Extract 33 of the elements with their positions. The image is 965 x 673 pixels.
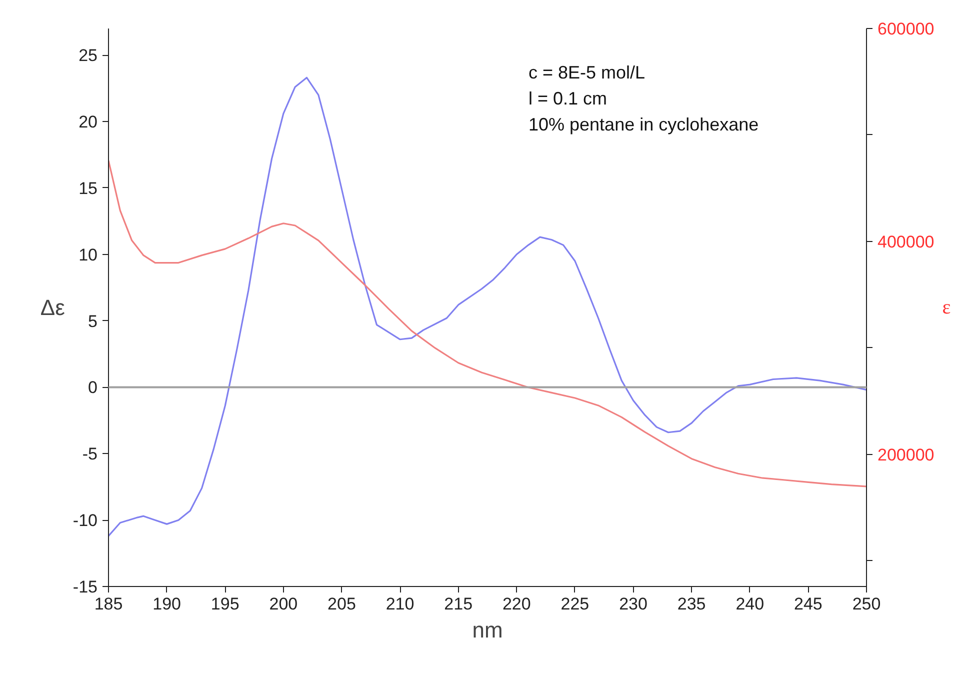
- y-tick-label: -5: [82, 444, 98, 464]
- y-tick-label: -15: [72, 578, 98, 596]
- x-tick-label: 190: [152, 594, 181, 614]
- x-tick-label: 225: [560, 594, 590, 614]
- x-tick-label: 220: [502, 594, 531, 614]
- y-tick-label: 20: [78, 112, 98, 132]
- y-tick-label: -10: [72, 511, 98, 530]
- y-tick-label: 15: [78, 178, 98, 198]
- annotation: 10% pentane in cyclohexane: [528, 114, 759, 134]
- x-tick-label: 250: [852, 594, 881, 614]
- x-tick-label: 240: [736, 594, 764, 614]
- x-axis-title: nm: [472, 618, 503, 642]
- line-series: [108, 160, 866, 488]
- y-axis-title: Δε: [40, 295, 66, 320]
- y-tick-label: 10: [78, 245, 98, 264]
- x-tick-label: 205: [328, 594, 356, 614]
- x-tick-label: 235: [677, 594, 706, 614]
- x-tick-label: 195: [210, 594, 240, 614]
- x-tick-label: 210: [386, 594, 414, 614]
- x-tick-label: 185: [94, 594, 123, 614]
- y2-tick-label: 400000: [878, 232, 934, 252]
- y2-axis-title: ε: [942, 296, 951, 318]
- y2-tick-label: 200000: [878, 445, 934, 464]
- y-tick-label: 25: [78, 46, 98, 66]
- x-tick-label: 215: [444, 594, 473, 614]
- y2-tick-label: 600000: [878, 20, 934, 38]
- x-tick-label: 200: [269, 594, 298, 614]
- annotation: c = 8E-5 mol/L: [528, 62, 646, 82]
- x-tick-label: 230: [619, 594, 648, 614]
- y-tick-label: 5: [88, 312, 98, 331]
- annotation: l = 0.1 cm: [528, 88, 608, 108]
- x-tick-label: 245: [794, 594, 822, 614]
- y-tick-label: 0: [88, 378, 98, 398]
